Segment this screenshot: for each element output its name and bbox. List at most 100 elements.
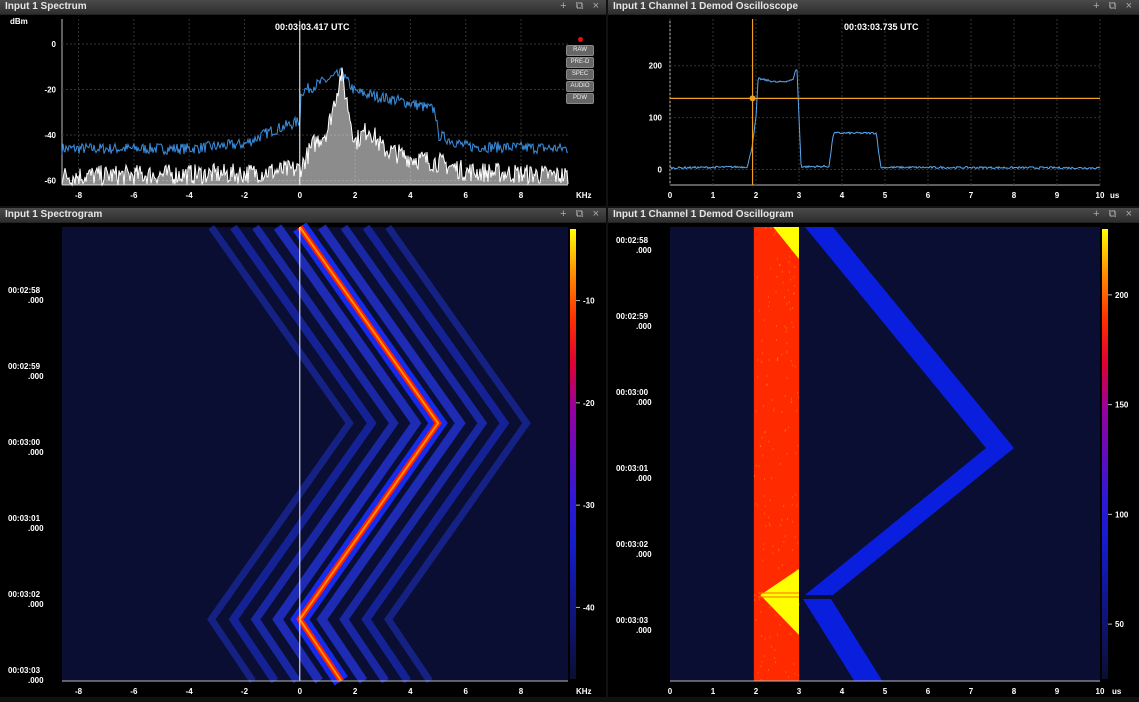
sideband-trace [250, 224, 399, 684]
y-tick-sublabel: .000 [636, 398, 652, 407]
colorbar-label: 50 [1115, 620, 1124, 629]
x-tick-label: -8 [75, 191, 83, 200]
signal-core [298, 226, 440, 682]
x-tick-label: 5 [883, 687, 888, 696]
panel-title: Input 1 Channel 1 Demod Oscillogram [613, 209, 794, 220]
x-tick-label: 8 [519, 687, 524, 696]
sideband-trace [207, 224, 354, 683]
scope-timestamp: 00:03:03.735 UTC [844, 22, 919, 32]
colorbar-label: 150 [1115, 401, 1129, 410]
x-axis-unit: us [1112, 687, 1122, 696]
x-tick-label: 6 [463, 687, 468, 696]
y-tick-sublabel: .000 [28, 600, 44, 609]
panel-title: Input 1 Spectrum [5, 1, 87, 12]
sideband-trace [339, 224, 488, 684]
close-icon[interactable]: × [592, 0, 602, 12]
plus-icon[interactable]: + [560, 0, 570, 12]
series-line [669, 69, 1101, 170]
trace-buttons: RAW PRE-D SPEC AUDIO PDW [566, 37, 594, 105]
x-tick-label: 8 [519, 191, 524, 200]
oscilloscope-panel: Input 1 Channel 1 Demod Oscilloscope + ⧉… [608, 0, 1139, 206]
x-tick-label: 0 [668, 191, 673, 200]
oscillogram-titlebar[interactable]: Input 1 Channel 1 Demod Oscillogram + ⧉ … [608, 208, 1139, 223]
y-tick-sublabel: .000 [28, 448, 44, 457]
heatmap-background [62, 227, 568, 681]
panel-title: Input 1 Channel 1 Demod Oscilloscope [613, 1, 799, 12]
y-tick-label: 100 [649, 114, 663, 123]
oscilloscope-titlebar[interactable]: Input 1 Channel 1 Demod Oscilloscope + ⧉… [608, 0, 1139, 15]
y-tick-sublabel: .000 [636, 474, 652, 483]
y-tick-label: 00:03:01 [8, 514, 41, 523]
plus-icon[interactable]: + [560, 208, 570, 220]
series-fill [62, 67, 568, 185]
float-window-icon[interactable]: ⧉ [1108, 0, 1120, 12]
spectrum-panel: Input 1 Spectrum + ⧉ × 0 -20 -40 -60 -8 -6 -4-… [0, 0, 606, 206]
pdw-button[interactable]: PDW [566, 93, 594, 104]
x-tick-label: 9 [1055, 191, 1060, 200]
x-tick-label: -6 [130, 687, 138, 696]
pre-d-button[interactable]: PRE-D [566, 57, 594, 68]
spectrogram-panel: Input 1 Spectrogram + ⧉ × -8 -6 -4 -2 0 2 4 6 8 K… [0, 208, 606, 697]
pulse-sweep-band [805, 227, 1014, 595]
y-tick-label: 0 [52, 40, 57, 49]
spectrogram-plot[interactable]: -8 -6 -4 -2 0 2 4 6 8 KHz 00:02:58.000 00:02:59.000… [0, 222, 606, 697]
float-window-icon[interactable]: ⧉ [575, 0, 587, 12]
x-tick-label: 6 [926, 191, 931, 200]
oscilloscope-plot[interactable]: 0 100 200 0 1 2 3 4 5 6 7 8 9 10 us 00:03:03.735 UTC [608, 15, 1139, 206]
pulse-peak [760, 569, 799, 635]
x-axis-unit: us [1110, 191, 1120, 200]
close-icon[interactable]: × [1125, 0, 1135, 12]
x-tick-label: 7 [969, 687, 974, 696]
x-tick-label: -8 [75, 687, 83, 696]
raw-button[interactable]: RAW [566, 45, 594, 56]
float-window-icon[interactable]: ⧉ [575, 208, 587, 220]
x-tick-label: -2 [241, 191, 249, 200]
y-tick-sublabel: .000 [28, 296, 44, 305]
y-tick-label: 200 [649, 62, 663, 71]
colorbar-label: -30 [583, 501, 595, 510]
close-icon[interactable]: × [1125, 208, 1135, 220]
colorbar [570, 229, 576, 679]
x-tick-label: 3 [797, 191, 802, 200]
plus-icon[interactable]: + [1093, 0, 1103, 12]
y-tick-label: 00:02:59 [616, 312, 649, 321]
x-tick-label: 6 [926, 687, 931, 696]
cursor-handle[interactable] [749, 95, 756, 102]
colorbar-label: 100 [1115, 510, 1129, 519]
audio-button[interactable]: AUDIO [566, 81, 594, 92]
x-tick-label: 2 [754, 687, 759, 696]
oscillogram-panel: Input 1 Channel 1 Demod Oscillogram + ⧉ … [608, 208, 1139, 697]
record-indicator-icon [577, 37, 583, 42]
oscillogram-plot[interactable]: 0 1 2 3 4 5 6 7 8 9 10 us 00:02:58.000 00:02:59.000 00… [608, 223, 1139, 697]
plus-icon[interactable]: + [1093, 208, 1103, 220]
y-tick-sublabel: .000 [636, 626, 652, 635]
x-tick-label: 2 [353, 191, 358, 200]
x-axis-unit: KHz [576, 687, 592, 696]
spectrum-timestamp: 00:03:03.417 UTC [275, 22, 350, 32]
y-tick-label: 00:03:03 [8, 666, 41, 675]
sideband-trace [384, 224, 531, 683]
y-tick-label: 00:03:02 [8, 590, 41, 599]
colorbar-label: -20 [583, 399, 595, 408]
y-tick-label: -40 [44, 131, 56, 140]
close-icon[interactable]: × [592, 208, 602, 220]
x-tick-label: 4 [408, 687, 413, 696]
y-tick-label: 00:03:00 [616, 388, 649, 397]
x-tick-label: 10 [1096, 687, 1105, 696]
sideband-trace [361, 224, 510, 684]
y-tick-label: 00:03:00 [8, 438, 41, 447]
spectrum-titlebar[interactable]: Input 1 Spectrum + ⧉ × [0, 0, 606, 15]
x-tick-label: 4 [840, 191, 845, 200]
y-tick-sublabel: .000 [636, 246, 652, 255]
x-tick-label: 4 [408, 191, 413, 200]
y-tick-sublabel: .000 [636, 322, 652, 331]
y-axis-unit: dBm [10, 17, 28, 26]
x-tick-label: 9 [1055, 687, 1060, 696]
spectrogram-titlebar[interactable]: Input 1 Spectrogram + ⧉ × [0, 208, 606, 223]
x-tick-label: 0 [668, 687, 673, 696]
spec-button[interactable]: SPEC [566, 69, 594, 80]
float-window-icon[interactable]: ⧉ [1108, 208, 1120, 220]
spectrum-plot[interactable]: 0 -20 -40 -60 -8 -6 -4 -2 0 2 4 6 8 dBm KHz 00:03:03.4… [0, 15, 606, 206]
y-tick-sublabel: .000 [28, 676, 44, 685]
sideband-trace [272, 224, 422, 684]
